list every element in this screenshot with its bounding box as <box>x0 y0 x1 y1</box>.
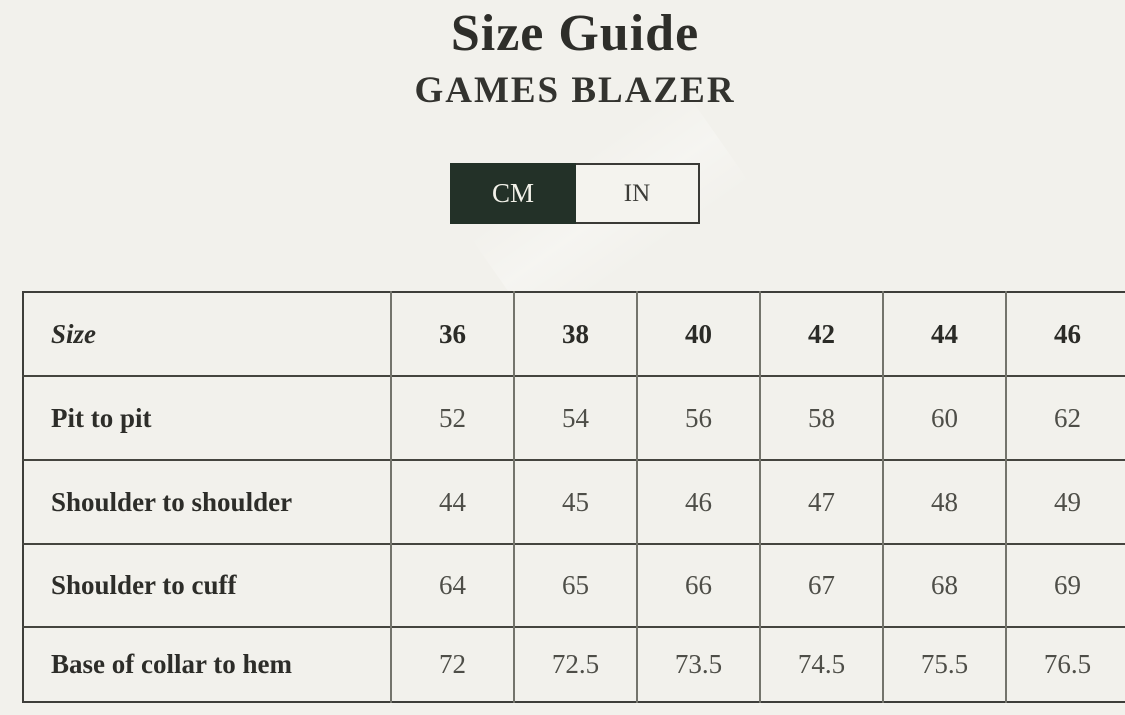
measurement-value: 58 <box>759 375 883 460</box>
measurement-value: 72.5 <box>513 626 637 702</box>
measurement-value: 45 <box>513 459 637 544</box>
measurement-value: 52 <box>390 375 514 460</box>
measurement-value: 44 <box>390 459 514 544</box>
in-toggle-button[interactable]: IN <box>576 163 700 224</box>
table-row: Shoulder to shoulder 44 45 46 47 48 49 <box>23 459 1125 544</box>
product-name-subtitle: GAMES BLAZER <box>414 70 736 111</box>
measurement-value: 60 <box>882 375 1006 460</box>
size-guide-table: Size 36 38 40 42 44 46 Pit to pit 52 54 … <box>22 291 1125 703</box>
measurement-value: 46 <box>636 459 760 544</box>
table-row: Pit to pit 52 54 56 58 60 62 <box>23 375 1125 460</box>
measurement-value: 76.5 <box>1005 626 1125 702</box>
measurement-value: 69 <box>1005 543 1125 627</box>
measurement-value: 65 <box>513 543 637 627</box>
size-col-header: 40 <box>636 292 760 376</box>
unit-toggle: CM IN <box>450 163 700 224</box>
table-header-row: Size 36 38 40 42 44 46 <box>23 292 1125 376</box>
measurement-value: 66 <box>636 543 760 627</box>
measurement-value: 62 <box>1005 375 1125 460</box>
measurement-value: 68 <box>882 543 1006 627</box>
measurement-value: 54 <box>513 375 637 460</box>
measurement-value: 73.5 <box>636 626 760 702</box>
size-guide-header: Size Guide GAMES BLAZER <box>0 0 1125 112</box>
measurement-value: 56 <box>636 375 760 460</box>
measurement-value: 74.5 <box>759 626 883 702</box>
measurement-label: Base of collar to hem <box>23 626 391 702</box>
size-col-header: 42 <box>759 292 883 376</box>
size-col-header: 36 <box>390 292 514 376</box>
table-row: Shoulder to cuff 64 65 66 67 68 69 <box>23 543 1125 627</box>
measurement-value: 47 <box>759 459 883 544</box>
measurement-label: Pit to pit <box>23 375 391 460</box>
measurement-value: 64 <box>390 543 514 627</box>
size-col-header: 38 <box>513 292 637 376</box>
page-title: Size Guide <box>450 5 700 62</box>
measurement-label: Shoulder to shoulder <box>23 459 391 544</box>
measurement-label: Shoulder to cuff <box>23 543 391 627</box>
table-row: Base of collar to hem 72 72.5 73.5 74.5 … <box>23 626 1125 702</box>
size-header-label: Size <box>51 318 97 349</box>
measurement-value: 75.5 <box>882 626 1006 702</box>
size-col-header: 46 <box>1005 292 1125 376</box>
measurement-value: 49 <box>1005 459 1125 544</box>
cm-toggle-button[interactable]: CM <box>450 163 576 224</box>
measurement-value: 48 <box>882 459 1006 544</box>
size-col-header: 44 <box>882 292 1006 376</box>
measurement-value: 72 <box>390 626 514 702</box>
measurement-value: 67 <box>759 543 883 627</box>
